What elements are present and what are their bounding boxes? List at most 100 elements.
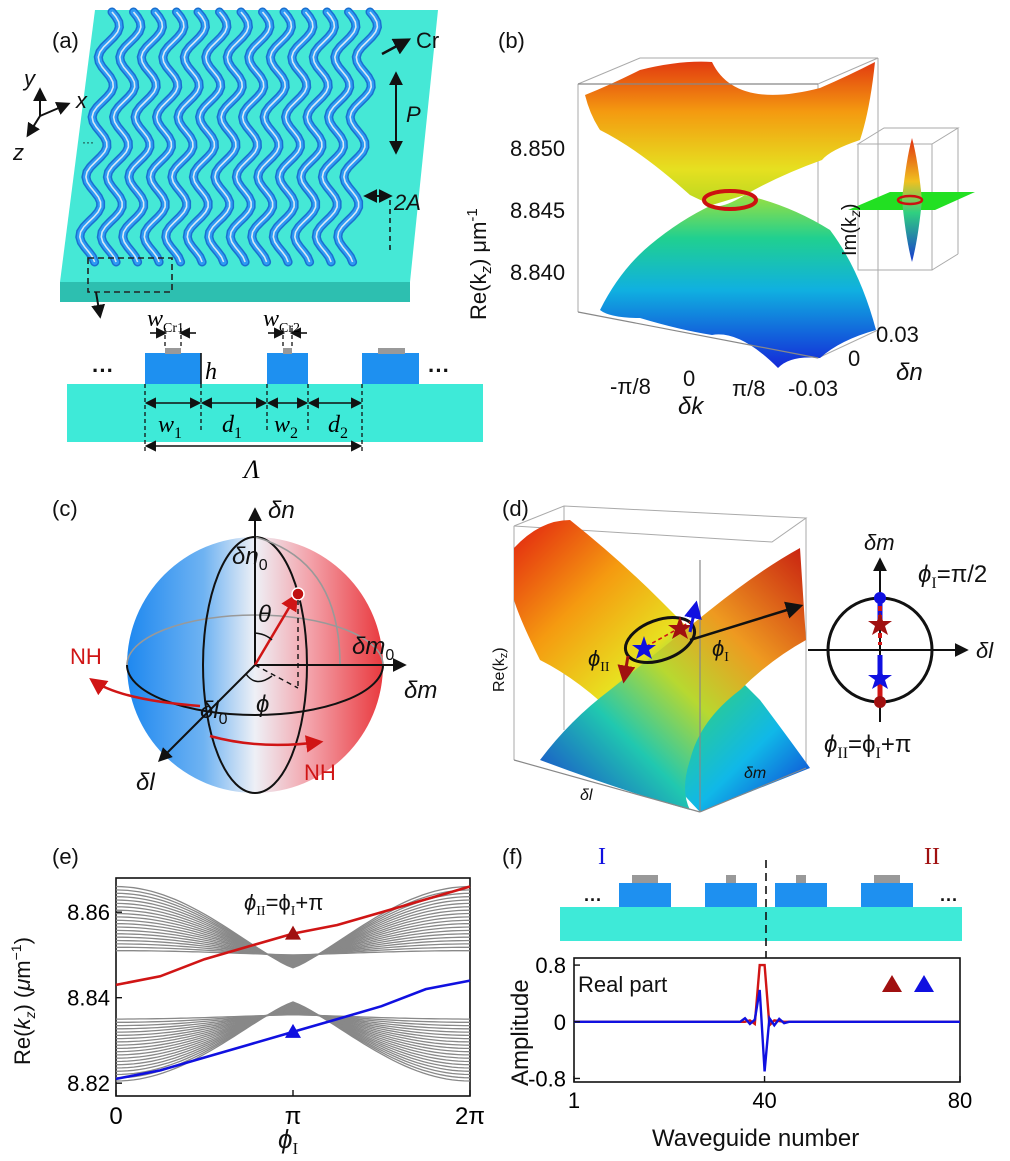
- bulk-band: [116, 1012, 470, 1027]
- w-cr2-label: wCr2: [263, 306, 300, 336]
- cr-strip-3: [378, 348, 405, 354]
- dots-left: ···: [82, 135, 94, 149]
- bulk-band: [115, 916, 471, 963]
- waveguide-3: [362, 353, 419, 384]
- state-point: [291, 587, 305, 601]
- w1-label: w1: [158, 412, 182, 442]
- panel-a-label: (a): [52, 28, 79, 53]
- cr-strip-2: [283, 348, 292, 354]
- lower-cone-surface: [600, 195, 876, 368]
- panel-a: (a) y x z ··· Cr P 2A: [12, 7, 483, 484]
- bulk-band: [115, 1008, 471, 1046]
- bulk-band: [115, 919, 471, 962]
- bulk-band: [115, 1003, 471, 1072]
- substrate: [67, 384, 483, 442]
- phi1-eq: ϕI=π/2: [918, 561, 987, 592]
- bulk-band: [115, 1002, 471, 1076]
- cr-strip: [207, 11, 250, 263]
- x-tick-label: 80: [948, 1088, 972, 1113]
- lambda-label: Λ: [241, 455, 260, 484]
- panel-e-label: (e): [52, 844, 79, 869]
- cr-strip: [143, 11, 185, 263]
- inset-peak: [902, 138, 922, 262]
- cross-section: ··· ···: [67, 306, 483, 484]
- series-line: [574, 989, 960, 1072]
- d-star-blue: [632, 636, 656, 659]
- h-label: h: [205, 359, 217, 385]
- bulk-band: [115, 899, 471, 966]
- plot-frame: [573, 957, 961, 1083]
- panel-c: (c) δn δn0 δm0 δm δl0 δl θ ϕ NH NH: [52, 496, 437, 796]
- d-phi1-label: ϕI: [712, 636, 729, 665]
- bulk-band: [116, 943, 470, 957]
- coordinate-axes: [26, 87, 71, 138]
- zoom-box: [87, 257, 173, 293]
- d1-label: d1: [222, 412, 242, 442]
- c-dl0-label: δl0: [200, 697, 228, 728]
- bulk-band: [115, 1005, 471, 1063]
- upper-cone-surface: [585, 61, 875, 205]
- bulk-band: [116, 1008, 470, 1050]
- roman-i: I: [598, 844, 606, 870]
- c-theta-label: θ: [258, 601, 271, 628]
- panel-f-label: (f): [502, 844, 523, 869]
- d-zlabel: Re(kz): [491, 647, 510, 692]
- cr-strip: [121, 11, 164, 263]
- legend-triangle: [914, 975, 934, 992]
- b-xlabel: δk: [678, 393, 705, 420]
- d-dm-label: δm: [744, 765, 766, 782]
- cr-pointer: [381, 38, 412, 56]
- f-substrate: [560, 907, 962, 941]
- amplitude-label: 2A: [393, 190, 421, 215]
- cr-label: Cr: [416, 28, 439, 53]
- inset-label: Im(kz): [839, 203, 863, 256]
- bulk-band: [115, 889, 471, 968]
- cs-dots-right: ···: [428, 358, 450, 383]
- f-xlabel: Waveguide number: [652, 1125, 859, 1152]
- panel-d-label: (d): [502, 496, 529, 521]
- waveguide-1: [145, 353, 201, 384]
- b-nlabel: δn: [896, 359, 923, 386]
- cr-strip: [100, 11, 142, 263]
- circle-point-red: [874, 696, 886, 708]
- phi2-eq: ϕII=ϕI+π: [824, 731, 911, 762]
- waveguide-2: [267, 353, 308, 384]
- bulk-band: [116, 933, 470, 959]
- nh-arrow-left: [89, 677, 201, 708]
- axis-x-label: x: [75, 88, 88, 113]
- bulk-band: [115, 906, 471, 965]
- y-tick-label: 0.8: [535, 953, 566, 978]
- y-tick-label: -0.8: [528, 1066, 566, 1091]
- nh-right-label: NH: [304, 760, 336, 785]
- x-tick-label: 2π: [455, 1103, 485, 1130]
- triangle-marker: [285, 925, 301, 940]
- b-ytick-0: 8.850: [510, 136, 565, 161]
- zoom-pointer: [91, 291, 106, 319]
- panel-b-label: (b): [498, 28, 525, 53]
- w-cr1-label: wCr1: [147, 306, 184, 336]
- triangle-marker: [285, 1023, 301, 1038]
- bulk-band: [115, 912, 471, 964]
- b-ntick-1: 0: [848, 346, 860, 371]
- x-tick-label: π: [285, 1103, 302, 1130]
- nh-left-label: NH: [70, 644, 102, 669]
- d-star-red: [668, 616, 692, 639]
- f-ylabel: Amplitude: [507, 979, 534, 1086]
- panel-e: (e) 8.82 8.84 8.86 0 π 2π ϕII=ϕI+π Re(kz) (μm…: [8, 844, 485, 1158]
- bulk-band: [115, 939, 471, 958]
- legend-triangle: [882, 975, 902, 992]
- y-tick-label: 8.84: [67, 986, 110, 1011]
- axis-y-label: y: [22, 66, 37, 91]
- x-tick-label: 40: [752, 1088, 776, 1113]
- c-dm0-label: δm0: [352, 633, 394, 664]
- c-dm-label: δm: [404, 677, 437, 704]
- cr-strip: [293, 11, 336, 263]
- b-ytick-2: 8.840: [510, 260, 565, 285]
- bulk-band: [115, 1006, 471, 1059]
- nh-arrow-right: [209, 734, 324, 753]
- cr-strip: [186, 11, 228, 263]
- bulk-band: [115, 1010, 471, 1037]
- f-legend: Real part: [578, 972, 667, 997]
- b-xtick-1: 0: [683, 366, 695, 391]
